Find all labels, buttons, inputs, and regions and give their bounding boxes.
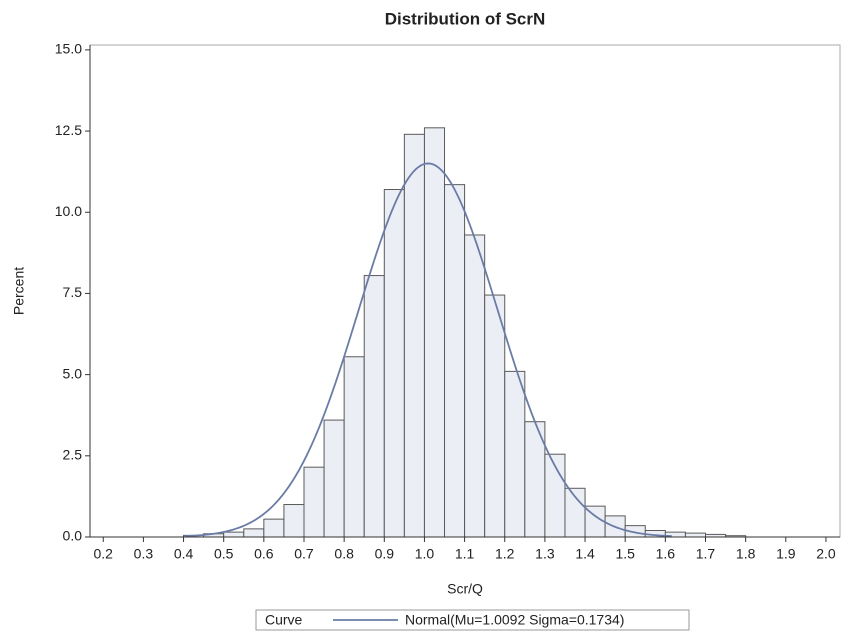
x-tick-label: 1.3 — [535, 546, 555, 562]
y-tick-label: 5.0 — [63, 365, 83, 381]
y-tick-label: 0.0 — [63, 528, 83, 544]
bar — [383, 189, 405, 538]
y-axis-label: Percent — [11, 267, 27, 315]
bar — [504, 370, 526, 538]
x-tick-label: 1.2 — [495, 546, 515, 562]
bar — [243, 528, 265, 538]
bar — [263, 518, 285, 538]
bar — [343, 356, 365, 538]
bar — [223, 531, 245, 538]
x-tick-label: 0.9 — [375, 546, 395, 562]
bar — [684, 532, 706, 538]
x-axis-label: Scr/Q — [447, 581, 483, 597]
x-tick-label: 2.0 — [816, 546, 836, 562]
y-tick-label: 7.5 — [63, 284, 83, 300]
bar — [403, 133, 425, 538]
x-tick-label: 1.9 — [776, 546, 796, 562]
y-tick-label: 15.0 — [55, 41, 82, 57]
bar — [464, 234, 486, 538]
x-tick-label: 1.0 — [415, 546, 435, 562]
legend-label: Normal(Mu=1.0092 Sigma=0.1734) — [405, 612, 624, 628]
chart-title: Distribution of ScrN — [385, 9, 546, 28]
y-tick-label: 10.0 — [55, 203, 82, 219]
x-tick-label: 0.2 — [94, 546, 114, 562]
x-tick-label: 1.8 — [736, 546, 756, 562]
x-tick-label: 1.6 — [656, 546, 676, 562]
bar — [363, 275, 385, 538]
x-tick-label: 1.1 — [455, 546, 475, 562]
y-tick-label: 2.5 — [63, 447, 83, 463]
legend-title: Curve — [265, 612, 303, 628]
bar — [283, 504, 305, 538]
y-tick-label: 12.5 — [55, 122, 82, 138]
normal-curve — [184, 162, 672, 538]
x-tick-label: 0.5 — [214, 546, 234, 562]
x-tick-label: 0.7 — [294, 546, 314, 562]
legend-box — [255, 609, 690, 631]
x-tick-label: 1.4 — [575, 546, 595, 562]
x-tick-label: 1.5 — [615, 546, 635, 562]
x-tick-label: 0.6 — [254, 546, 274, 562]
x-tick-label: 0.4 — [174, 546, 194, 562]
x-tick-label: 0.8 — [334, 546, 354, 562]
bar — [323, 419, 345, 538]
bar — [303, 466, 325, 538]
bar — [444, 184, 466, 538]
x-tick-label: 1.7 — [696, 546, 716, 562]
x-tick-label: 0.3 — [134, 546, 154, 562]
bar — [423, 127, 446, 538]
bar — [484, 294, 506, 538]
